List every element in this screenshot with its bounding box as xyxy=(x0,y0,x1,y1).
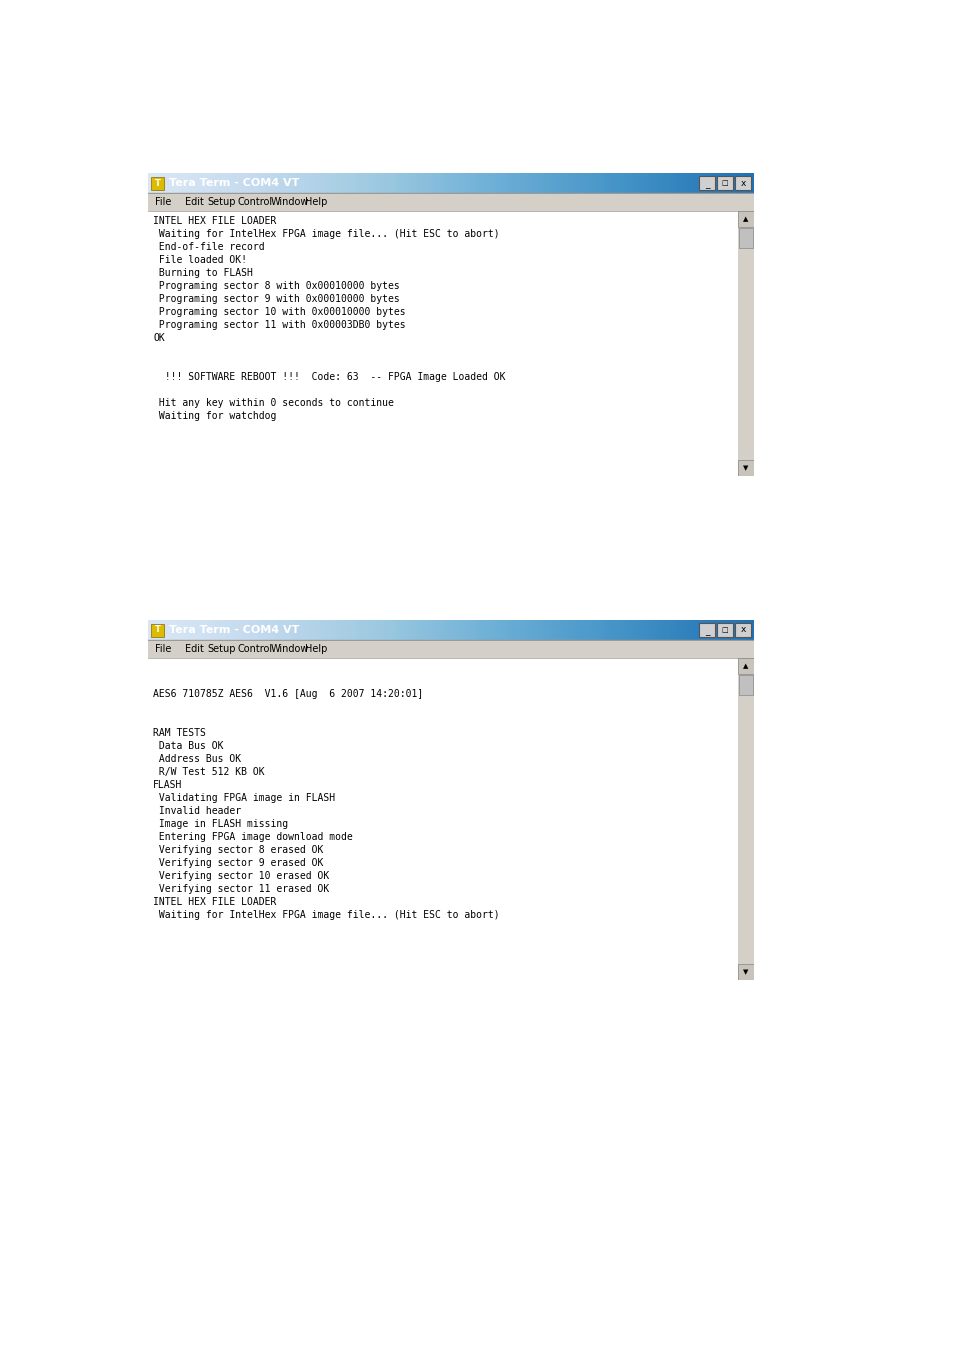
Bar xyxy=(699,622,714,637)
Bar xyxy=(148,193,753,211)
Text: □: □ xyxy=(720,180,727,186)
Text: RAM TESTS: RAM TESTS xyxy=(152,728,206,738)
Text: Data Bus OK: Data Bus OK xyxy=(152,741,223,751)
Bar xyxy=(739,228,752,248)
Bar xyxy=(734,622,750,637)
Text: x: x xyxy=(740,178,745,188)
Text: ▼: ▼ xyxy=(742,969,748,975)
Text: INTEL HEX FILE LOADER: INTEL HEX FILE LOADER xyxy=(152,216,276,225)
Bar xyxy=(738,211,753,227)
Text: T: T xyxy=(154,625,160,634)
Bar xyxy=(738,657,753,980)
Text: ▲: ▲ xyxy=(742,216,748,221)
Text: Hit any key within 0 seconds to continue: Hit any key within 0 seconds to continue xyxy=(152,398,394,408)
Text: Window: Window xyxy=(271,197,309,207)
Bar xyxy=(148,211,738,477)
Text: □: □ xyxy=(720,626,727,633)
Text: FLASH: FLASH xyxy=(152,780,182,790)
Text: Programing sector 9 with 0x00010000 bytes: Programing sector 9 with 0x00010000 byte… xyxy=(152,294,399,304)
Text: R/W Test 512 KB OK: R/W Test 512 KB OK xyxy=(152,767,264,778)
Text: File loaded OK!: File loaded OK! xyxy=(152,255,247,265)
Text: T: T xyxy=(154,178,160,188)
Text: Waiting for IntelHex FPGA image file... (Hit ESC to abort): Waiting for IntelHex FPGA image file... … xyxy=(152,230,499,239)
Text: Window: Window xyxy=(271,644,309,653)
Bar xyxy=(717,176,732,190)
Text: Control: Control xyxy=(236,644,272,653)
Text: Verifying sector 8 erased OK: Verifying sector 8 erased OK xyxy=(152,845,323,855)
Bar xyxy=(738,964,753,980)
Text: Entering FPGA image download mode: Entering FPGA image download mode xyxy=(152,832,353,842)
Text: Waiting for IntelHex FPGA image file... (Hit ESC to abort): Waiting for IntelHex FPGA image file... … xyxy=(152,910,499,919)
Text: Help: Help xyxy=(305,644,327,653)
Text: Image in FLASH missing: Image in FLASH missing xyxy=(152,819,288,829)
Bar xyxy=(151,177,164,189)
Text: Help: Help xyxy=(305,197,327,207)
Text: AES6 710785Z AES6  V1.6 [Aug  6 2007 14:20:01]: AES6 710785Z AES6 V1.6 [Aug 6 2007 14:20… xyxy=(152,688,423,699)
Text: Burning to FLASH: Burning to FLASH xyxy=(152,269,253,278)
Bar xyxy=(717,622,732,637)
Text: !!! SOFTWARE REBOOT !!!  Code: 63  -- FPGA Image Loaded OK: !!! SOFTWARE REBOOT !!! Code: 63 -- FPGA… xyxy=(152,373,505,382)
Text: Programing sector 8 with 0x00010000 bytes: Programing sector 8 with 0x00010000 byte… xyxy=(152,281,399,292)
Text: Edit: Edit xyxy=(185,197,204,207)
Bar xyxy=(734,176,750,190)
Text: Control: Control xyxy=(236,197,272,207)
Bar xyxy=(738,657,753,674)
Text: Edit: Edit xyxy=(185,644,204,653)
Text: Waiting for watchdog: Waiting for watchdog xyxy=(152,410,276,421)
Bar xyxy=(148,640,753,657)
Bar xyxy=(738,211,753,477)
Text: End-of-file record: End-of-file record xyxy=(152,242,264,252)
Text: x: x xyxy=(740,625,745,634)
Text: Tera Term - COM4 VT: Tera Term - COM4 VT xyxy=(169,625,299,634)
Text: File: File xyxy=(154,644,172,653)
Text: OK: OK xyxy=(152,333,165,343)
Text: File: File xyxy=(154,197,172,207)
Bar xyxy=(148,657,738,980)
Text: _: _ xyxy=(704,181,708,189)
Bar xyxy=(699,176,714,190)
Text: Verifying sector 9 erased OK: Verifying sector 9 erased OK xyxy=(152,859,323,868)
Bar xyxy=(739,675,752,695)
Text: Validating FPGA image in FLASH: Validating FPGA image in FLASH xyxy=(152,792,335,803)
Text: Verifying sector 10 erased OK: Verifying sector 10 erased OK xyxy=(152,871,329,882)
Text: Address Bus OK: Address Bus OK xyxy=(152,755,241,764)
Text: ▲: ▲ xyxy=(742,663,748,670)
Text: Verifying sector 11 erased OK: Verifying sector 11 erased OK xyxy=(152,884,329,894)
Text: Setup: Setup xyxy=(207,197,235,207)
Text: Tera Term - COM4 VT: Tera Term - COM4 VT xyxy=(169,178,299,188)
Text: Programing sector 10 with 0x00010000 bytes: Programing sector 10 with 0x00010000 byt… xyxy=(152,306,405,317)
Text: INTEL HEX FILE LOADER: INTEL HEX FILE LOADER xyxy=(152,896,276,907)
Text: Setup: Setup xyxy=(207,644,235,653)
Text: Invalid header: Invalid header xyxy=(152,806,241,815)
Bar xyxy=(151,624,164,636)
Text: _: _ xyxy=(704,628,708,636)
Text: Programing sector 11 with 0x00003DB0 bytes: Programing sector 11 with 0x00003DB0 byt… xyxy=(152,320,405,329)
Bar xyxy=(738,460,753,477)
Text: ▼: ▼ xyxy=(742,464,748,471)
